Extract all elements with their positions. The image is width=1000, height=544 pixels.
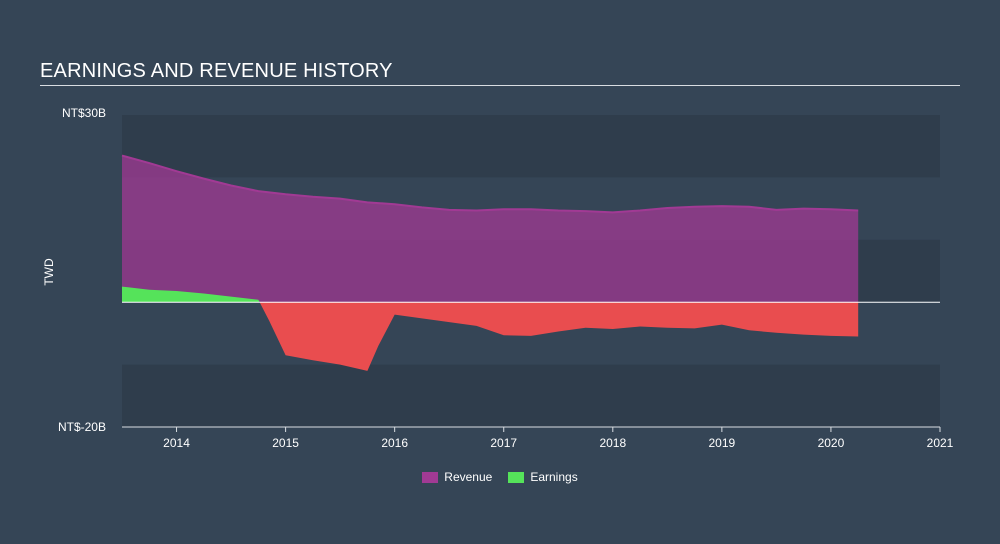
legend-item-earnings[interactable]: Earnings: [508, 470, 578, 484]
background-band: [122, 115, 940, 178]
earnings-area-positive: [122, 286, 260, 303]
title-divider: [40, 85, 960, 86]
revenue-area: [122, 155, 859, 303]
revenue-line: [121, 154, 859, 214]
chart-axes: 2014 2015 2016 2017 2018 2019 2020 2021: [122, 426, 954, 450]
x-tick-label: 2014: [163, 436, 190, 450]
x-tick-label: 2015: [272, 436, 299, 450]
x-tick-label: 2021: [927, 436, 954, 450]
x-tick-label: 2019: [709, 436, 736, 450]
y-tick-label-top: NT$30B: [61, 106, 106, 120]
x-tick-label: 2016: [381, 436, 408, 450]
x-tick-label: 2018: [599, 436, 626, 450]
legend-item-revenue[interactable]: Revenue: [422, 470, 492, 484]
background-band: [122, 364, 940, 427]
series-areas: [121, 154, 940, 371]
legend-label-revenue: Revenue: [444, 470, 493, 484]
legend-label-earnings: Earnings: [530, 470, 578, 484]
x-tick-label: 2017: [490, 436, 517, 450]
legend-swatch-earnings: [508, 471, 525, 483]
x-tick-label: 2020: [818, 436, 845, 450]
y-tick-label-bottom: NT$-20B: [57, 420, 106, 434]
earnings-area-negative: [259, 302, 859, 371]
chart-title: EARNINGS AND REVENUE HISTORY: [40, 60, 393, 82]
chart-legend: Revenue Earnings: [0, 470, 1000, 484]
legend-swatch-revenue: [422, 471, 439, 483]
